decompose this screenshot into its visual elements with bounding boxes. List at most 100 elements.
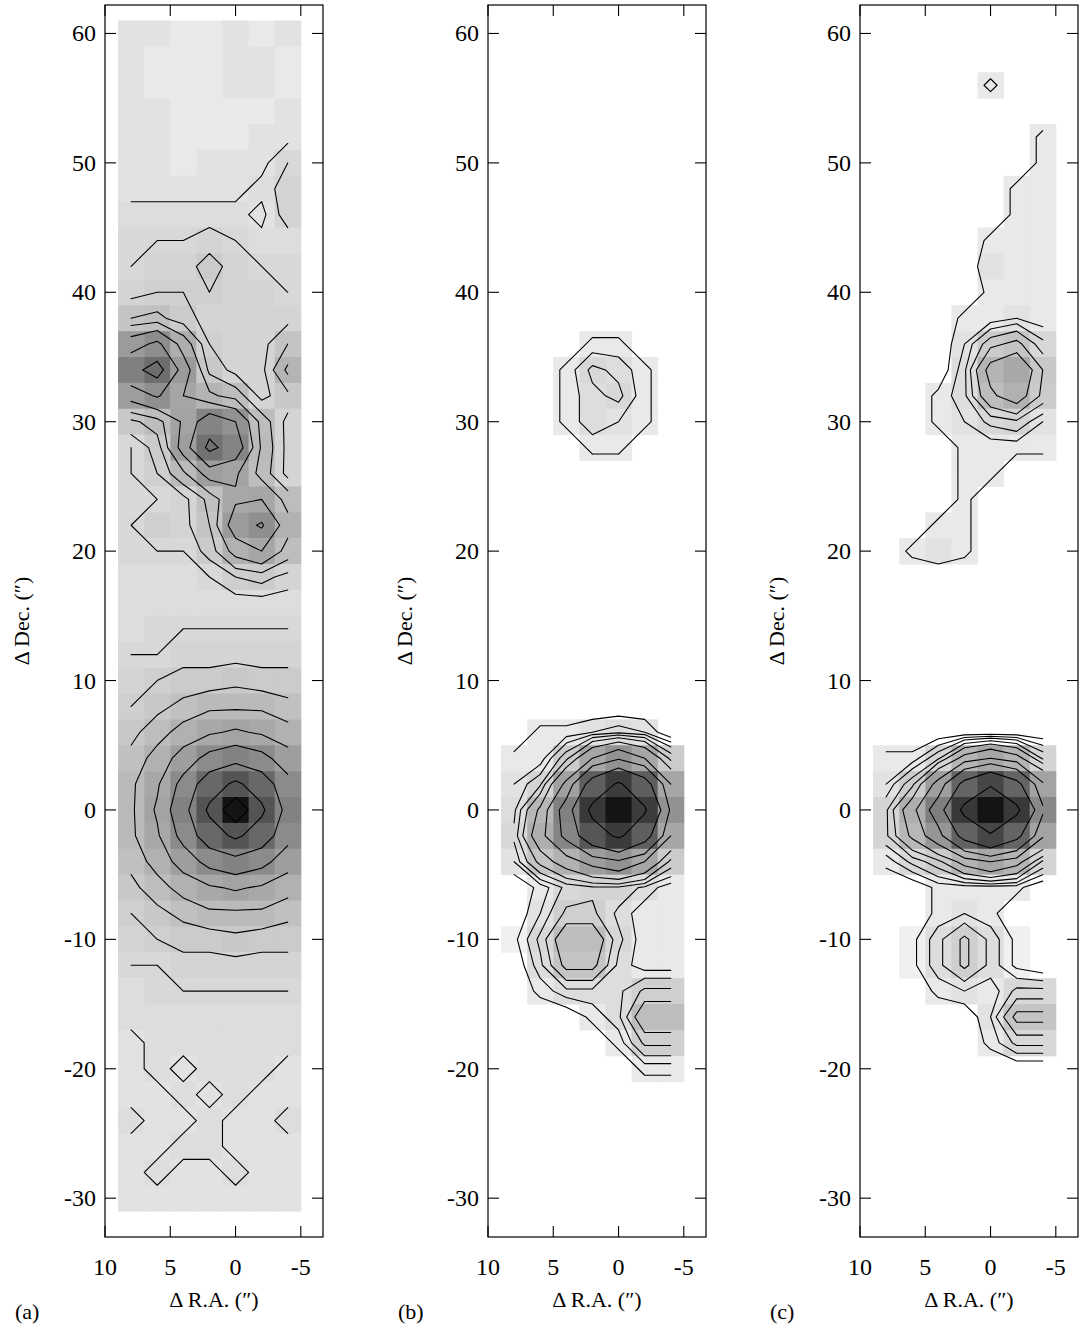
cell <box>605 926 632 952</box>
cell <box>118 1185 145 1211</box>
cell <box>222 1159 249 1185</box>
cell <box>275 46 302 72</box>
cell <box>196 124 223 150</box>
cell <box>118 1056 145 1082</box>
x-tick <box>1055 1226 1056 1237</box>
cell <box>118 383 145 409</box>
contour <box>886 79 1043 1061</box>
cell <box>144 150 171 176</box>
cell <box>275 512 302 538</box>
contour <box>559 759 669 860</box>
cell <box>977 901 1004 927</box>
cell <box>249 642 276 668</box>
x-tick-label: 0 <box>985 1254 997 1280</box>
cell <box>222 693 249 719</box>
cell <box>977 253 1004 279</box>
cell <box>222 1004 249 1030</box>
y-tick <box>695 162 706 163</box>
cell <box>249 124 276 150</box>
panel-label: (b) <box>398 1299 424 1324</box>
cell <box>170 1004 197 1030</box>
contour <box>517 735 670 1045</box>
cell <box>579 875 606 901</box>
cell <box>275 228 302 254</box>
y-tick-label: 20 <box>72 538 96 564</box>
x-tick <box>925 1226 926 1237</box>
y-tick <box>105 292 116 293</box>
y-tick-label: -10 <box>64 926 96 952</box>
cell <box>222 875 249 901</box>
contour <box>131 143 288 1185</box>
cell <box>275 253 302 279</box>
cell <box>170 1133 197 1159</box>
x-tick <box>300 1226 301 1237</box>
cell <box>144 72 171 98</box>
cell <box>144 849 171 875</box>
y-tick <box>312 421 323 422</box>
contour <box>223 797 248 822</box>
cell <box>275 1082 302 1108</box>
cell <box>632 901 659 927</box>
cell <box>605 901 632 927</box>
cell <box>144 978 171 1004</box>
cell <box>118 1108 145 1134</box>
y-tick <box>105 421 116 422</box>
x-tick-label: 0 <box>613 1254 625 1280</box>
panel-label: (a) <box>15 1299 39 1324</box>
cell <box>196 1159 223 1185</box>
contour <box>131 312 288 933</box>
cell <box>249 72 276 98</box>
cell <box>658 952 685 978</box>
cell <box>118 228 145 254</box>
y-tick-label: -20 <box>64 1056 96 1082</box>
x-tick <box>170 5 171 16</box>
contour <box>589 782 647 838</box>
cell <box>118 1159 145 1185</box>
cell <box>925 512 952 538</box>
cell <box>196 1133 223 1159</box>
cell <box>196 797 223 823</box>
y-tick <box>488 162 499 163</box>
cell <box>170 357 197 383</box>
cell <box>1030 383 1057 409</box>
cell <box>579 409 606 435</box>
cell <box>249 875 276 901</box>
cell <box>275 849 302 875</box>
cell <box>275 745 302 771</box>
cell <box>873 745 900 771</box>
cell <box>144 797 171 823</box>
cell <box>196 590 223 616</box>
cell <box>170 642 197 668</box>
cell <box>249 1108 276 1134</box>
y-tick <box>488 1068 499 1069</box>
cell <box>658 849 685 875</box>
cell <box>222 1030 249 1056</box>
cell <box>1030 124 1057 150</box>
cell <box>118 486 145 512</box>
cell <box>118 21 145 47</box>
cell <box>170 124 197 150</box>
cell <box>196 901 223 927</box>
contour <box>206 781 265 839</box>
cell <box>118 1082 145 1108</box>
y-tick <box>105 1068 116 1069</box>
y-tick <box>488 680 499 681</box>
contour <box>916 758 1043 862</box>
cell <box>553 952 580 978</box>
cell <box>1004 357 1031 383</box>
contour <box>944 772 1035 848</box>
cell <box>275 1133 302 1159</box>
y-tick <box>105 809 116 810</box>
y-axis-title: Δ Dec. (″) <box>9 577 34 666</box>
cell <box>222 1082 249 1108</box>
y-tick <box>1067 1198 1078 1199</box>
cell <box>579 435 606 461</box>
cell <box>275 952 302 978</box>
cell <box>170 590 197 616</box>
cell <box>275 771 302 797</box>
cell <box>118 357 145 383</box>
cell <box>1030 1030 1057 1056</box>
cell <box>222 124 249 150</box>
cell <box>118 616 145 642</box>
cell <box>977 797 1004 823</box>
